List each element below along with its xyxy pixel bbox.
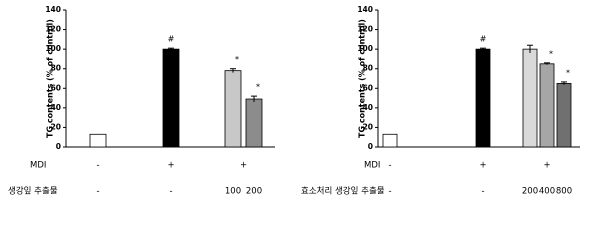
row-cell: +: [479, 161, 486, 171]
significance-mark: #: [168, 35, 175, 44]
bar: [162, 48, 180, 148]
bar: [522, 48, 538, 148]
row-cell: +: [543, 161, 550, 171]
y-tick-label: 40: [51, 103, 61, 112]
y-tick-label: 60: [51, 83, 61, 92]
row-label: 생강잎 추출물: [8, 186, 58, 197]
bar: [224, 70, 242, 148]
row-cell: +: [167, 161, 174, 171]
y-tick-label: 40: [363, 103, 373, 112]
bar: [382, 133, 398, 148]
row-cell: -: [481, 187, 484, 197]
y-tick-label: 140: [357, 5, 373, 14]
row-cell: 400: [539, 187, 555, 197]
y-tick-label: 0: [368, 142, 373, 151]
row-cell: -: [169, 187, 172, 197]
bar: [475, 48, 491, 148]
y-axis-label: TG contents (% of control): [358, 19, 367, 138]
y-tick-label: 120: [357, 25, 373, 34]
row-cell: 800: [556, 187, 572, 197]
bar: [556, 82, 572, 148]
row-label: MDI: [30, 161, 46, 171]
bar: [89, 133, 107, 148]
y-tick-label: 20: [51, 122, 61, 131]
y-tick-label: 0: [56, 142, 61, 151]
y-tick-label: 80: [51, 64, 61, 73]
y-tick-label: 100: [45, 44, 61, 53]
bar: [539, 63, 555, 148]
row-cell: -: [96, 187, 99, 197]
significance-mark: *: [256, 83, 260, 92]
y-tick-label: 80: [363, 64, 373, 73]
bar: [245, 98, 263, 148]
row-cell: 200: [246, 187, 262, 197]
significance-mark: *: [549, 49, 553, 58]
row-cell: -: [96, 161, 99, 171]
y-tick-label: 20: [363, 122, 373, 131]
row-cell: -: [388, 161, 391, 171]
significance-mark: *: [235, 55, 239, 64]
row-cell: -: [388, 187, 391, 197]
y-tick-label: 100: [357, 44, 373, 53]
row-label: 효소처리 생강잎 추출물: [301, 186, 385, 197]
row-cell: +: [240, 161, 247, 171]
y-tick-label: 60: [363, 83, 373, 92]
figure: 0 20 40 60 80 100 120 140 TG contents (% of cont…: [8, 5, 580, 197]
row-label: MDI: [364, 161, 380, 171]
row-cell: 200: [522, 187, 538, 197]
significance-mark: *: [566, 68, 570, 77]
y-axis-label: TG contents (% of control): [46, 19, 55, 138]
row-cell: 100: [225, 187, 241, 197]
y-tick-label: 120: [45, 25, 61, 34]
y-tick-label: 140: [45, 5, 61, 14]
significance-mark: #: [480, 35, 487, 44]
